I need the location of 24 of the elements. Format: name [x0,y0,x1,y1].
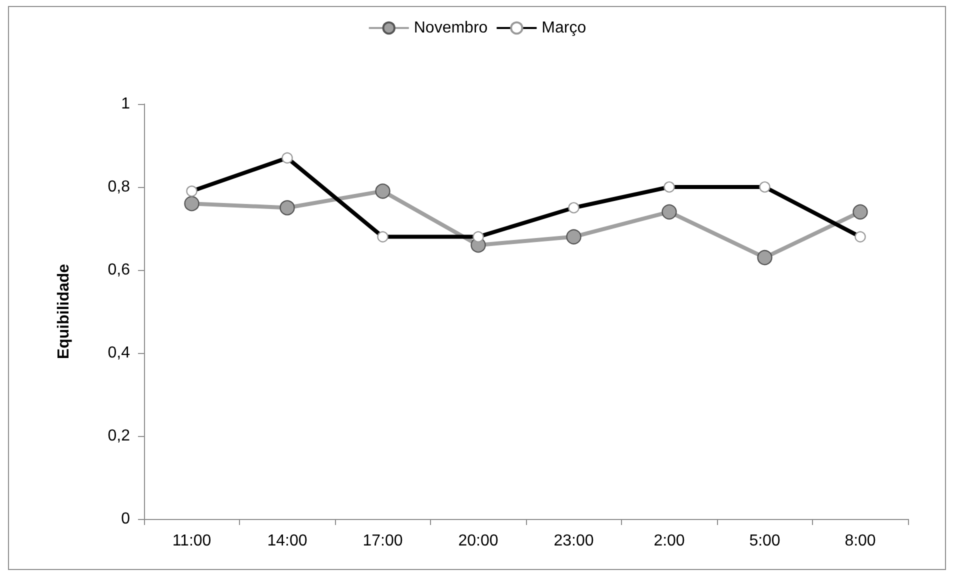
y-tick-label: 0,6 [108,262,130,278]
legend-label: Novembro [414,20,488,36]
y-axis-title: Equibilidade [56,264,72,360]
y-tick-label: 0,2 [108,428,130,444]
y-tick-label: 0 [121,510,130,528]
y-tick-label: 0,4 [108,344,130,362]
x-tick-label: 8:00 [844,532,876,550]
point [280,200,295,216]
legend-label: Março [542,20,586,36]
x-tick-label: 20:00 [458,532,498,550]
x-tick-label: 17:00 [362,532,403,550]
x-tick-label: 11:00 [172,532,212,550]
point [757,250,772,266]
x-tick-label: 5:00 [749,532,780,550]
point [566,229,582,244]
point [852,204,868,220]
x-tick-label: 2:00 [654,532,685,550]
x-tick-label: 14:00 [267,532,308,550]
point [662,204,677,220]
y-tick-label: 1 [121,96,130,112]
point [184,196,200,212]
point [375,184,390,199]
x-tick-label: 23:00 [554,532,594,550]
y-tick-label: 0,8 [108,178,130,196]
